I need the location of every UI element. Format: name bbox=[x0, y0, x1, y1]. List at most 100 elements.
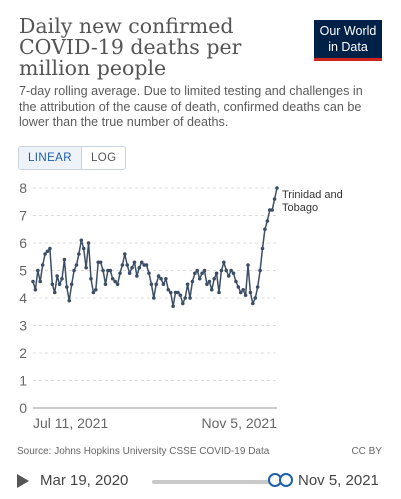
data-point bbox=[248, 290, 253, 295]
timeline: Mar 19, 2020 Nov 5, 2021 bbox=[0, 466, 401, 496]
data-point bbox=[62, 257, 67, 262]
data-point bbox=[234, 279, 238, 284]
data-point bbox=[69, 282, 74, 287]
linear-scale-button[interactable]: LINEAR bbox=[19, 147, 82, 169]
data-point bbox=[120, 263, 125, 267]
data-point bbox=[178, 293, 183, 298]
data-point bbox=[156, 274, 161, 278]
timeline-end-handle[interactable] bbox=[279, 473, 293, 487]
owid-logo[interactable]: Our World in Data bbox=[314, 20, 382, 61]
data-point bbox=[127, 271, 132, 276]
data-point bbox=[231, 271, 236, 276]
data-point bbox=[130, 265, 134, 270]
data-point bbox=[115, 282, 120, 287]
data-point bbox=[219, 268, 224, 273]
data-point bbox=[270, 208, 274, 212]
data-point bbox=[31, 279, 35, 284]
data-point bbox=[43, 252, 47, 256]
data-point bbox=[195, 268, 200, 273]
data-point bbox=[91, 290, 96, 295]
source-note[interactable]: Source: Johns Hopkins University CSSE CO… bbox=[17, 446, 270, 457]
data-point bbox=[164, 276, 168, 281]
data-point bbox=[57, 282, 62, 287]
data-point bbox=[149, 282, 154, 287]
data-point bbox=[113, 279, 117, 284]
data-point bbox=[275, 186, 279, 190]
data-point bbox=[125, 263, 130, 267]
data-point bbox=[151, 296, 156, 300]
data-point bbox=[246, 263, 250, 267]
data-point bbox=[154, 282, 159, 287]
series-label: Trinidad and Tobago bbox=[282, 189, 343, 214]
data-point bbox=[197, 276, 202, 281]
data-point bbox=[258, 268, 262, 273]
data-point bbox=[79, 238, 84, 243]
data-point bbox=[185, 282, 190, 287]
data-point bbox=[60, 276, 64, 281]
x-tick-label: Nov 5, 2021 bbox=[202, 415, 278, 431]
data-point bbox=[52, 290, 57, 295]
data-point bbox=[103, 282, 108, 287]
data-point bbox=[135, 274, 139, 278]
log-scale-button[interactable]: LOG bbox=[81, 147, 126, 169]
data-point bbox=[72, 268, 76, 273]
data-point bbox=[144, 263, 149, 267]
data-point bbox=[224, 268, 229, 273]
data-point bbox=[45, 249, 50, 254]
data-point bbox=[263, 227, 267, 232]
y-tick-label: 1 bbox=[19, 373, 27, 389]
y-tick-label: 6 bbox=[19, 235, 27, 251]
data-point bbox=[214, 271, 219, 276]
data-point bbox=[241, 287, 245, 292]
data-point bbox=[193, 271, 197, 276]
data-point bbox=[67, 298, 72, 303]
data-point bbox=[38, 279, 43, 284]
data-point bbox=[188, 296, 192, 300]
data-point bbox=[89, 276, 93, 281]
chart-subtitle: 7-day rolling average. Due to limited te… bbox=[19, 84, 363, 129]
data-point bbox=[94, 287, 98, 292]
data-point bbox=[84, 265, 88, 270]
series-line bbox=[32, 187, 278, 308]
data-point bbox=[81, 246, 86, 251]
data-point bbox=[243, 293, 248, 298]
data-point bbox=[176, 290, 180, 295]
logo-line-2: in Data bbox=[328, 40, 368, 54]
data-point bbox=[74, 263, 79, 267]
scale-toggle: LINEAR LOG bbox=[18, 146, 127, 170]
data-point bbox=[159, 276, 163, 281]
data-point bbox=[147, 271, 151, 276]
data-point bbox=[260, 246, 265, 251]
data-point bbox=[205, 282, 209, 287]
data-point bbox=[209, 287, 214, 292]
data-point bbox=[123, 252, 127, 256]
timeline-track[interactable] bbox=[152, 480, 286, 484]
data-point bbox=[50, 282, 55, 287]
data-point bbox=[238, 290, 243, 295]
data-point bbox=[180, 301, 185, 306]
data-point bbox=[33, 287, 38, 292]
data-point bbox=[77, 252, 81, 256]
data-point bbox=[265, 219, 270, 223]
y-tick-label: 8 bbox=[19, 180, 27, 196]
data-point bbox=[229, 268, 233, 273]
data-point bbox=[110, 276, 115, 281]
license-link[interactable]: CC BY bbox=[351, 446, 382, 457]
data-point bbox=[86, 241, 91, 245]
y-tick-label: 4 bbox=[19, 290, 27, 306]
play-icon[interactable] bbox=[17, 474, 29, 488]
data-point bbox=[161, 282, 166, 287]
data-point bbox=[226, 274, 231, 278]
data-point bbox=[168, 290, 173, 295]
data-point bbox=[55, 274, 59, 278]
data-point bbox=[207, 279, 212, 284]
data-point bbox=[137, 265, 142, 270]
data-point bbox=[98, 260, 103, 265]
y-tick-label: 2 bbox=[19, 345, 27, 361]
data-point bbox=[255, 285, 260, 289]
data-point bbox=[36, 268, 40, 273]
data-point bbox=[132, 260, 137, 265]
data-point bbox=[200, 271, 204, 276]
data-point bbox=[139, 260, 144, 265]
y-tick-label: 7 bbox=[19, 208, 27, 224]
